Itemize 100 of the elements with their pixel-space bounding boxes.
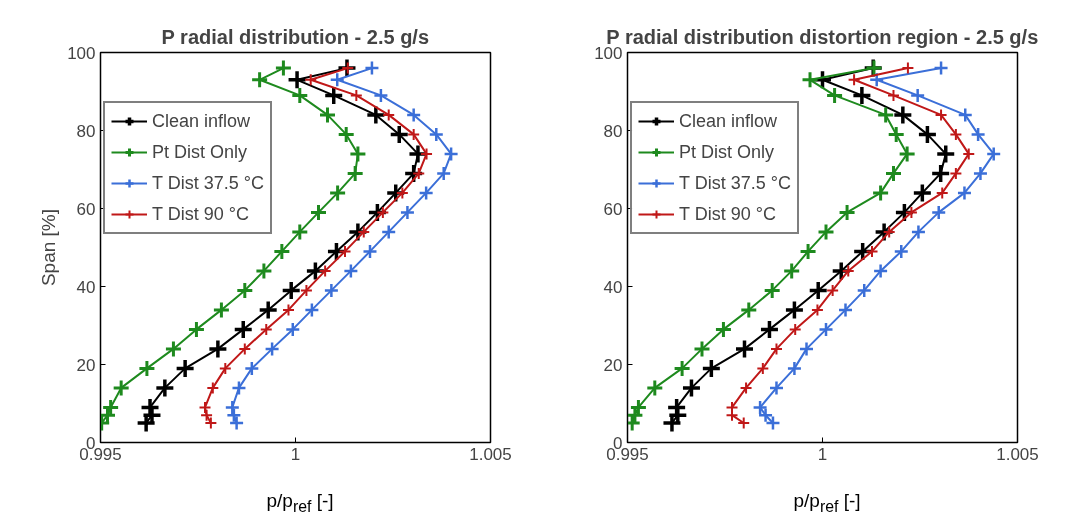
point — [876, 105, 895, 124]
point — [412, 166, 426, 180]
point — [933, 60, 949, 76]
point — [290, 86, 309, 105]
point — [645, 378, 664, 397]
point — [949, 166, 963, 180]
point — [164, 339, 183, 358]
point — [380, 224, 397, 240]
point — [187, 320, 206, 339]
point — [910, 224, 927, 240]
point — [323, 85, 344, 106]
point — [309, 203, 328, 222]
point — [318, 264, 332, 278]
point — [962, 147, 976, 161]
point — [304, 73, 318, 87]
legend-label: Pt Dist Only — [679, 140, 775, 164]
point — [782, 261, 801, 280]
point — [882, 225, 896, 239]
point — [206, 381, 220, 395]
point — [198, 400, 212, 414]
point — [739, 381, 753, 395]
legend-label: T Dist 90 °C — [152, 202, 249, 226]
point — [362, 243, 378, 260]
point — [395, 186, 409, 200]
y-tick-label: 100 — [67, 43, 96, 63]
point — [818, 321, 834, 338]
point — [305, 260, 326, 282]
point — [810, 303, 824, 317]
point — [847, 73, 861, 87]
point — [817, 222, 836, 241]
point — [838, 203, 857, 222]
point — [382, 108, 396, 122]
point — [752, 399, 768, 416]
point — [972, 165, 989, 182]
point — [399, 204, 416, 221]
point — [304, 302, 320, 318]
point — [257, 299, 279, 321]
point — [443, 146, 459, 162]
point — [274, 59, 293, 78]
point — [904, 205, 918, 219]
point — [826, 283, 840, 297]
point — [112, 378, 131, 397]
point — [407, 127, 421, 141]
point — [174, 358, 196, 379]
point — [428, 126, 445, 143]
point — [228, 415, 245, 431]
y-axis-title: Span [%] — [38, 208, 60, 287]
legend-label: T Dist 90 °C — [679, 202, 776, 226]
point — [788, 322, 802, 336]
y-tick-label: 60 — [603, 199, 623, 219]
point — [207, 338, 229, 360]
point — [681, 377, 702, 399]
point — [200, 408, 214, 422]
point — [734, 338, 755, 360]
point — [893, 243, 910, 260]
point — [930, 204, 947, 221]
point — [768, 380, 785, 396]
legend-label: Pt Dist Only — [152, 140, 248, 164]
point — [934, 108, 948, 122]
point — [154, 377, 176, 399]
y-tick-label: 80 — [76, 121, 96, 141]
point — [341, 61, 355, 75]
point — [901, 61, 915, 75]
point — [865, 244, 879, 258]
point — [763, 281, 782, 300]
point — [957, 107, 973, 123]
point — [970, 126, 986, 143]
point — [405, 107, 422, 123]
point — [137, 359, 156, 378]
x-tick-label: 1 — [817, 444, 828, 464]
point — [299, 283, 313, 297]
y-tick-label: 20 — [603, 355, 623, 375]
point — [851, 85, 873, 106]
point — [756, 361, 770, 375]
point — [346, 164, 365, 183]
point — [418, 185, 434, 201]
point — [917, 124, 938, 145]
point — [801, 70, 820, 89]
point — [212, 300, 231, 319]
x-tick-label: 1.005 — [469, 444, 512, 464]
x-axis-title: p/p$_{ref}$ [-] — [266, 489, 334, 517]
point — [244, 360, 260, 377]
legend-label: Clean inflow — [679, 109, 778, 133]
legend-label: T Dist 37.5 °C — [152, 171, 264, 195]
point — [884, 164, 903, 183]
point — [841, 264, 855, 278]
legend-label: Clean inflow — [152, 109, 251, 133]
point — [338, 244, 352, 258]
point — [218, 361, 232, 375]
point — [930, 163, 951, 184]
point — [673, 359, 692, 378]
point — [786, 360, 803, 377]
point — [235, 281, 254, 300]
point — [373, 87, 389, 104]
point — [759, 319, 780, 340]
point — [985, 146, 1002, 162]
y-tick-label: 40 — [76, 277, 96, 297]
point — [807, 280, 829, 301]
point — [357, 225, 371, 239]
point — [912, 182, 933, 204]
